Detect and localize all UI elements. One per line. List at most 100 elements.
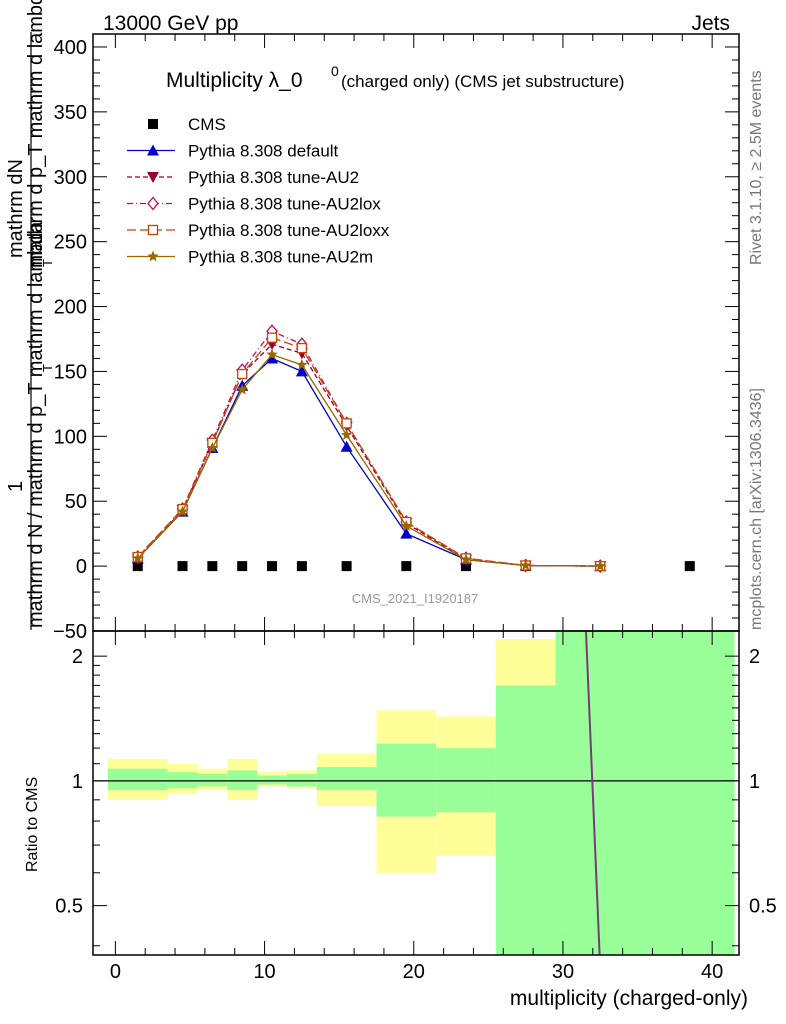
series-layer	[131, 324, 695, 574]
ratio-band-inner-10	[555, 631, 735, 955]
ylabel-bottom: mathrm d N / mathrm d p_T mathrm d lambd…	[25, 221, 47, 628]
legend-label-5: Pythia 8.308 tune-AU2m	[188, 248, 373, 267]
ratio-ytick-label-1: 1	[72, 771, 83, 793]
series-5-point-1	[176, 505, 189, 517]
ylabel-top-den: mathrm d p_T mathrm d lambda	[25, 0, 47, 268]
xtick-label-2: 20	[403, 961, 425, 983]
series-0	[132, 561, 695, 572]
series-4-point-5	[296, 342, 308, 354]
legend-item-0: CMS	[148, 115, 226, 134]
legend-marker-5	[147, 250, 159, 262]
legend-item-3: Pythia 8.308 tune-AU2lox	[127, 195, 381, 214]
ratio-ytick-label-right-0: 0.5	[749, 896, 777, 918]
series-5	[132, 348, 606, 571]
ratio-band-inner-8	[436, 748, 496, 813]
ylabel-top-num: mathrm dN	[5, 159, 27, 258]
series-5-point-5	[296, 358, 308, 370]
series-4-point-3	[237, 368, 248, 380]
ratio-band-inner-3	[227, 770, 258, 791]
series-0-point-0	[132, 561, 143, 572]
ratio-bands	[93, 631, 739, 955]
mcplots-label: mcplots.cern.ch [arXiv:1306.3436]	[748, 388, 765, 630]
legend: CMS Pythia 8.308 default Pythia 8.308 tune…	[127, 115, 390, 267]
main-ytick-label-1: 0	[76, 556, 87, 578]
ratio-frame	[92, 630, 740, 956]
series-5-point-0	[132, 552, 144, 564]
legend-label-1: Pythia 8.308 default	[188, 142, 339, 161]
series-line-3	[137, 330, 601, 567]
xtick-label-3: 30	[552, 961, 574, 983]
ratio-band-inner-6	[316, 767, 377, 791]
xtick-label-0: 0	[110, 961, 121, 983]
ratio-band-inner-7	[376, 743, 437, 817]
series-1-point-5	[295, 365, 308, 377]
series-5-point-8	[460, 553, 472, 565]
ratio-band-inner-1	[167, 772, 198, 789]
x-axis-title: multiplicity (charged-only)	[510, 987, 748, 1010]
xtick-label-1: 10	[253, 961, 275, 983]
legend-label-2: Pythia 8.308 tune-AU2	[188, 168, 359, 187]
title-subtitle: (charged only) (CMS jet substructure)	[341, 72, 624, 91]
main-ytick-label-2: 50	[65, 491, 87, 513]
series-0-point-3	[237, 561, 248, 572]
main-ytick-label-8: 350	[54, 102, 87, 124]
ratio-band-inner-0	[107, 768, 168, 791]
main-ytick-label-9: 400	[54, 37, 87, 59]
legend-item-1: Pythia 8.308 default	[127, 142, 339, 161]
ratio-ytick-label-0: 0.5	[55, 896, 83, 918]
ratio-band-inner-5	[286, 773, 317, 787]
legend-marker-2	[147, 172, 159, 183]
ratio-band-inner-2	[197, 773, 228, 787]
series-0-point-8	[460, 561, 471, 572]
main-y-axis-title: 1 mathrm d N / mathrm d p_T mathrm d lam…	[5, 0, 55, 630]
main-ytick-label-7: 300	[54, 167, 87, 189]
ylabel-one: 1	[5, 481, 27, 492]
plot-title: Multiplicity λ_0 0 (charged only) (CMS j…	[166, 63, 624, 92]
main-ytick-label-6: 250	[54, 232, 87, 254]
series-5-point-2	[206, 442, 219, 453]
legend-label-3: Pythia 8.308 tune-AU2lox	[188, 195, 381, 214]
series-0-point-2	[207, 561, 218, 572]
title-superscript: 0	[331, 63, 339, 79]
rivet-version-label: Rivet 3.1.10, ≥ 2.5M events	[748, 70, 765, 265]
ylabel-top-sub: T	[40, 259, 55, 267]
xtick-label-4: 40	[701, 961, 723, 983]
legend-item-2: Pythia 8.308 tune-AU2	[127, 168, 359, 187]
series-2	[131, 339, 607, 573]
legend-label-4: Pythia 8.308 tune-AU2loxx	[188, 221, 390, 240]
header-jets-label: Jets	[691, 12, 730, 35]
ratio-ytick-label-right-1: 1	[749, 771, 760, 793]
legend-item-5: Pythia 8.308 tune-AU2m	[127, 248, 373, 267]
series-0-point-5	[296, 561, 307, 572]
series-1-point-4	[266, 352, 279, 364]
legend-marker-1	[147, 144, 159, 156]
series-1-point-7	[400, 527, 413, 539]
series-line-1	[137, 357, 601, 567]
series-4-point-4	[266, 332, 278, 343]
ratio-ytick-label-2: 2	[72, 646, 83, 668]
main-ytick-label-5: 200	[54, 297, 87, 319]
legend-item-4: Pythia 8.308 tune-AU2loxx	[127, 221, 390, 240]
ylabel-bottom-sub: T	[40, 364, 55, 372]
series-5-point-10	[594, 560, 606, 571]
ratio-band-group	[93, 631, 739, 955]
series-1-point-6	[340, 440, 353, 452]
series-0-point-1	[177, 561, 188, 572]
main-ytick-label-0: −50	[53, 621, 87, 643]
series-3	[131, 324, 607, 574]
series-0-point-6	[341, 561, 352, 572]
title-main: Multiplicity λ_0	[166, 69, 303, 92]
series-5-point-3	[236, 383, 248, 395]
series-4-point-6	[341, 418, 352, 429]
main-ytick-label-4: 150	[54, 361, 87, 383]
legend-marker-3	[147, 196, 159, 211]
series-0-point-7	[401, 561, 412, 572]
series-5-point-9	[519, 559, 532, 571]
series-5-point-4	[266, 348, 278, 360]
legend-label-0: CMS	[188, 115, 226, 134]
series-0-point-11	[684, 561, 695, 572]
ratio-curve	[584, 631, 601, 955]
series-4	[132, 332, 606, 572]
analysis-watermark: CMS_2021_I1920187	[352, 591, 479, 606]
